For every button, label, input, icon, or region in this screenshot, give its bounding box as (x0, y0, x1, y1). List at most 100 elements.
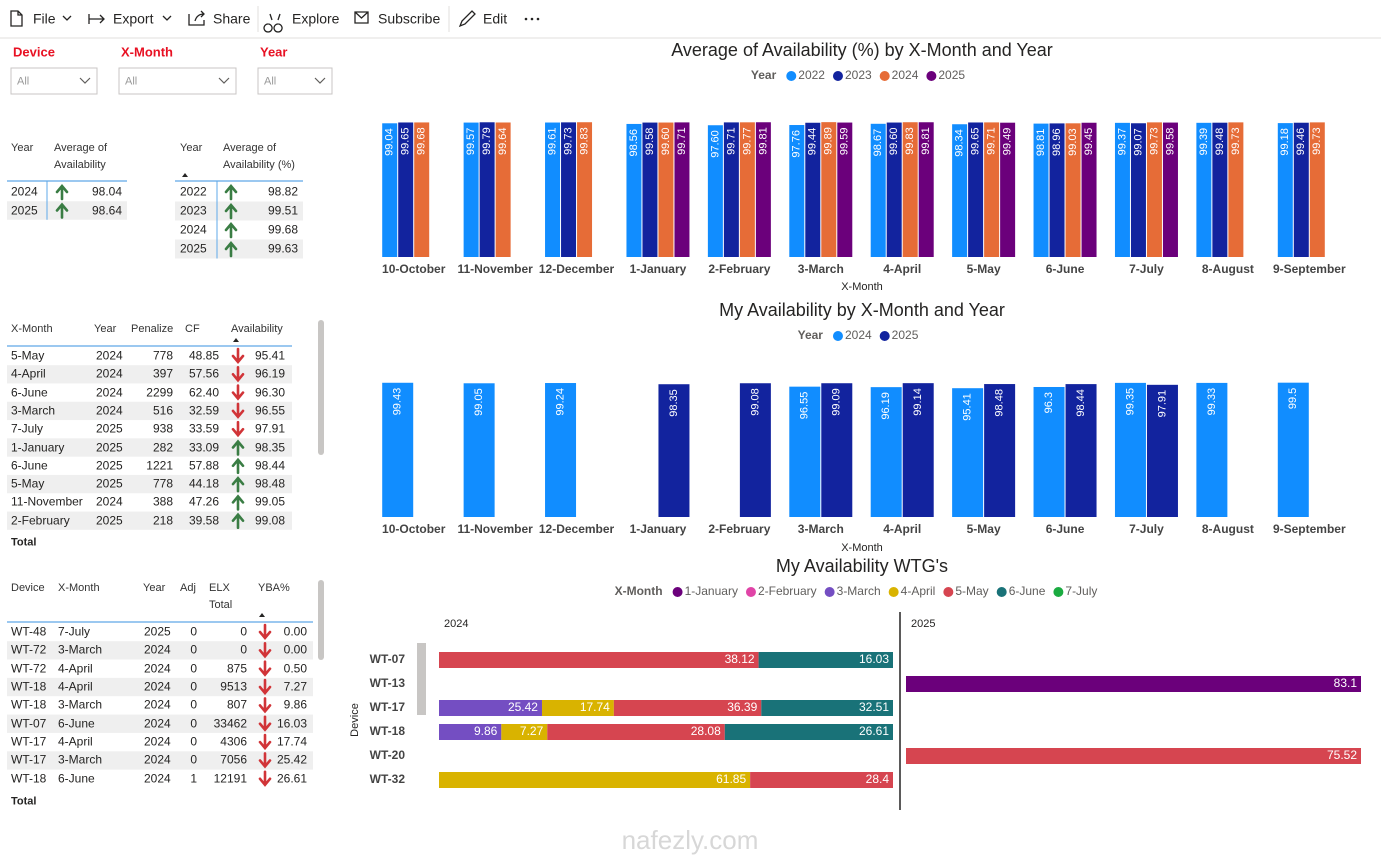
slicer-label: Device (13, 44, 55, 60)
toolbar-button[interactable]: Edit (483, 10, 508, 27)
data-label: 99.58 (1164, 128, 1176, 156)
bar (382, 123, 398, 258)
table-cell: 2024 (144, 734, 171, 749)
data-label: 25.42 (508, 700, 538, 714)
data-label: 99.49 (1002, 128, 1014, 156)
bar (1277, 123, 1293, 258)
table-cell: 9513 (220, 679, 247, 694)
table-cell: 2024 (144, 661, 171, 676)
data-label: 99.71 (725, 127, 737, 155)
toolbar-button[interactable]: Explore (292, 10, 340, 27)
arrow-up (224, 240, 238, 258)
table-cell: 7.27 (283, 679, 307, 694)
table-cell: 2024 (96, 366, 123, 381)
bar-segment (541, 700, 614, 716)
table-cell: 2025 (96, 476, 123, 491)
data-label: 9.86 (474, 724, 498, 738)
bar (1293, 122, 1309, 257)
table-cell: 99.68 (267, 222, 298, 237)
data-label: 99.57 (465, 128, 477, 156)
arrow-down (231, 347, 245, 365)
bar (1033, 386, 1065, 517)
slicer-value[interactable]: All (17, 75, 30, 88)
data-label: 99.83 (904, 127, 916, 155)
x-tick-label: 3-March (798, 522, 844, 536)
data-label: 99.73 (1230, 127, 1242, 155)
data-label: 99.60 (888, 128, 900, 156)
bar-segment (724, 724, 893, 740)
data-label: 75.52 (1327, 748, 1357, 762)
row-bg (7, 474, 292, 494)
table-cell: 7056 (220, 752, 247, 767)
slicer-box[interactable] (257, 67, 333, 95)
legend-label: 7-July (1065, 584, 1097, 598)
table-cell: WT-48 (11, 624, 47, 639)
data-label: 16.03 (859, 652, 889, 666)
chevron (62, 15, 72, 21)
x-tick-label: 5-May (967, 262, 1001, 276)
data-label: 99.71 (986, 127, 998, 155)
table-cell: 2025 (96, 440, 123, 454)
legend-label: 2025 (938, 68, 965, 82)
table-cell: 2025 (96, 458, 123, 473)
slicer-box[interactable] (118, 67, 237, 95)
table-cell: 778 (152, 348, 173, 363)
column-header: YBA% (258, 582, 290, 594)
legend-label: 5-May (955, 584, 988, 598)
bar (414, 122, 430, 257)
table-cell: 3-March (58, 642, 103, 657)
table-cell: 397 (152, 366, 173, 381)
table-cell: 0 (240, 624, 247, 639)
bar (1049, 123, 1065, 258)
x-tick-label: 8-August (1202, 262, 1254, 276)
x-tick-label: 6-June (1046, 262, 1085, 276)
column-header: Availability (231, 323, 283, 335)
data-label: 99.77 (741, 127, 753, 155)
toolbar-button[interactable]: Subscribe (378, 10, 441, 27)
data-label: 99.73 (1148, 127, 1160, 155)
table-cell: 96.55 (254, 403, 285, 418)
data-label: 17.74 (580, 700, 610, 714)
table-cell: 26.61 (276, 771, 307, 786)
data-label: 99.71 (676, 127, 688, 155)
table-cell: 0 (190, 642, 197, 657)
table-cell: WT-72 (11, 642, 47, 657)
legend-marker (824, 587, 835, 597)
toolbar-button[interactable]: File (33, 10, 56, 27)
table-cell: 2024 (144, 679, 171, 694)
table-cell: 2024 (96, 494, 123, 509)
bar (707, 125, 723, 258)
table-cell: 98.44 (254, 458, 285, 473)
slicer-box[interactable] (10, 67, 98, 95)
share-icon (188, 10, 205, 26)
bar (626, 123, 642, 257)
data-label: 97.76 (791, 130, 803, 158)
bar-segment (750, 772, 893, 788)
slicer-value[interactable]: All (264, 75, 277, 88)
arrow-up (231, 494, 245, 511)
toolbar-button[interactable]: Export (113, 10, 154, 27)
y-tick-label: WT-17 (370, 700, 406, 714)
more-icon[interactable] (524, 17, 540, 21)
x-tick-label: 9-September (1273, 262, 1346, 276)
scrollbar (318, 580, 324, 660)
table-cell: 2025 (180, 241, 207, 256)
toolbar-button[interactable]: Share (213, 10, 251, 27)
table-cell: 99.63 (267, 241, 298, 256)
bar (463, 122, 479, 257)
table-cell: 0 (190, 716, 197, 731)
bar (1309, 122, 1325, 257)
table-cell: 17.74 (276, 734, 307, 749)
explore-icon (263, 13, 283, 33)
legend-title: Year (751, 68, 777, 82)
bar (642, 122, 658, 257)
x-tick-label: 6-June (1046, 522, 1085, 536)
sort-indicator (182, 173, 188, 177)
watermark: nafezly.com (622, 825, 759, 855)
data-label: 99.03 (1067, 128, 1079, 156)
bar (902, 122, 918, 258)
slicer-value[interactable]: All (125, 75, 138, 88)
table-cell: 6-June (11, 458, 48, 473)
data-label: 99.35 (1124, 388, 1136, 416)
data-label: 98.56 (628, 129, 640, 157)
